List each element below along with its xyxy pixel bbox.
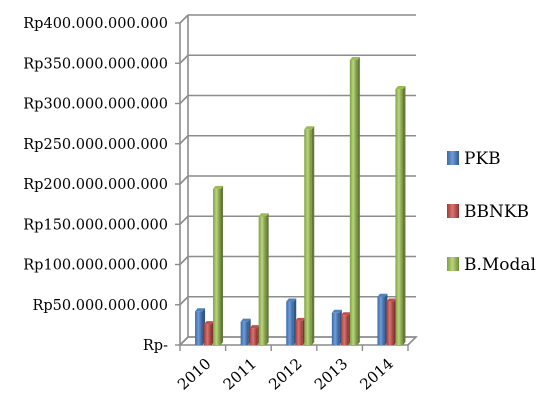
y-tick-label: Rp50.000.000.000 (32, 298, 168, 314)
bar-front (213, 188, 221, 345)
bar-side (220, 185, 224, 345)
y-tick-label: Rp350.000.000.000 (23, 56, 168, 72)
bar-front (240, 321, 249, 345)
bar-front (295, 320, 303, 345)
bar-front (395, 89, 403, 345)
legend-label: BBNKB (464, 202, 529, 222)
gridline-diag (179, 54, 189, 64)
bar-top (240, 318, 251, 322)
bar-top (386, 298, 397, 302)
bar-front (377, 296, 385, 345)
bars (195, 57, 406, 345)
bar-top (286, 298, 297, 302)
bar-top (304, 126, 315, 130)
bar-front (386, 301, 394, 345)
bar-B.Modal-2013 (349, 57, 360, 345)
bar-top (340, 312, 351, 316)
bar-PKB-2012 (286, 298, 297, 345)
bar-PKB-2011 (240, 318, 251, 345)
y-tick-label: Rp- (143, 338, 168, 354)
bar-BBNKB-2013 (340, 312, 351, 345)
legend-item-PKB: PKB (447, 149, 501, 169)
gridline-diag (179, 215, 189, 225)
bar-front (249, 328, 258, 345)
bar-front (204, 324, 212, 345)
y-tick-label: Rp200.000.000.000 (23, 177, 168, 193)
bar-B.Modal-2014 (395, 86, 406, 345)
gridline-diag (179, 94, 189, 105)
bar-BBNKB-2014 (386, 298, 397, 345)
legend-item-BBNKB: BBNKB (447, 202, 529, 222)
bar-PKB-2013 (331, 309, 342, 345)
bar-side (357, 57, 360, 345)
bar-top (331, 309, 342, 313)
x-tick-labels: 2010 2011 2012 2013 2014 (174, 355, 397, 394)
bar-front (195, 311, 203, 345)
bar-side (402, 86, 406, 345)
bar-BBNKB-2011 (249, 325, 260, 345)
legend-swatch (447, 151, 459, 165)
gridline-diag (179, 255, 189, 266)
x-tick-label: 2013 (311, 355, 351, 394)
bar-top (213, 185, 224, 189)
bar-front (340, 315, 349, 345)
bar-front (349, 60, 358, 345)
bar-front (286, 301, 294, 345)
bar-PKB-2014 (377, 293, 388, 345)
x-tick-label: 2010 (174, 355, 214, 394)
bar-front (331, 312, 340, 345)
bar-top (395, 86, 406, 90)
bar-front (258, 216, 267, 345)
gridlines (179, 14, 416, 346)
bar-B.Modal-2011 (258, 213, 269, 345)
y-tick-labels: Rp- Rp50.000.000.000 Rp100.000.000.000 Rp15… (23, 16, 168, 354)
legend: PKB BBNKB B.Modal (447, 149, 536, 275)
bar-BBNKB-2012 (295, 317, 306, 345)
x-tick-label: 2012 (265, 355, 305, 394)
legend-item-B.Modal: B.Modal (447, 255, 536, 275)
y-tick-label: Rp400.000.000.000 (23, 16, 168, 32)
y-tick-label: Rp150.000.000.000 (23, 217, 168, 233)
gridline-diag (179, 296, 189, 306)
bar-front (304, 129, 312, 345)
bar-BBNKB-2010 (204, 321, 215, 345)
bar-B.Modal-2012 (304, 126, 315, 345)
legend-swatch (447, 204, 459, 218)
legend-swatch (447, 257, 459, 271)
bar-top (258, 213, 269, 217)
bar-top (295, 317, 306, 321)
bar-top (377, 293, 388, 297)
y-tick-label: Rp100.000.000.000 (23, 258, 168, 274)
bar-side (311, 126, 315, 345)
y-tick-label: Rp300.000.000.000 (23, 97, 168, 113)
bar-B.Modal-2010 (213, 185, 224, 345)
bar-top (195, 308, 206, 312)
bar-PKB-2010 (195, 308, 206, 345)
x-tick-label: 2011 (220, 355, 260, 394)
gridline-diag (179, 135, 189, 145)
bar-side (266, 213, 269, 345)
y-tick-label: Rp250.000.000.000 (23, 137, 168, 153)
legend-label: PKB (464, 149, 501, 169)
x-tick-label: 2014 (356, 355, 396, 394)
legend-label: B.Modal (464, 255, 536, 275)
gridline-diag (179, 175, 189, 185)
gridline-diag (179, 14, 189, 24)
bar-top (204, 321, 215, 325)
bar-top (249, 325, 260, 329)
bar-top (349, 57, 360, 61)
